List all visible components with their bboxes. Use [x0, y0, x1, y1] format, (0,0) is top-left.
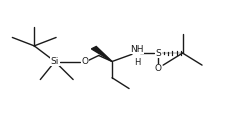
- Polygon shape: [91, 46, 112, 62]
- Text: O: O: [82, 57, 89, 66]
- Text: H: H: [134, 58, 140, 67]
- Text: S: S: [155, 49, 161, 58]
- Text: Si: Si: [51, 57, 59, 66]
- Text: O: O: [155, 64, 162, 73]
- Text: NH: NH: [130, 45, 143, 54]
